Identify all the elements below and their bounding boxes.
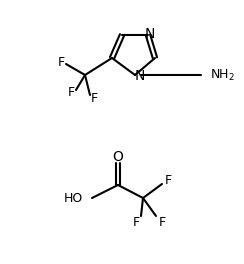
Text: O: O xyxy=(112,150,123,164)
Text: F: F xyxy=(57,55,65,68)
Text: HO: HO xyxy=(64,191,83,205)
Text: F: F xyxy=(158,216,166,229)
Text: F: F xyxy=(132,216,140,229)
Text: N: N xyxy=(135,69,145,83)
Text: F: F xyxy=(91,92,98,105)
Text: F: F xyxy=(164,175,172,187)
Text: F: F xyxy=(67,86,75,98)
Text: NH$_2$: NH$_2$ xyxy=(210,67,235,83)
Text: N: N xyxy=(145,27,155,41)
